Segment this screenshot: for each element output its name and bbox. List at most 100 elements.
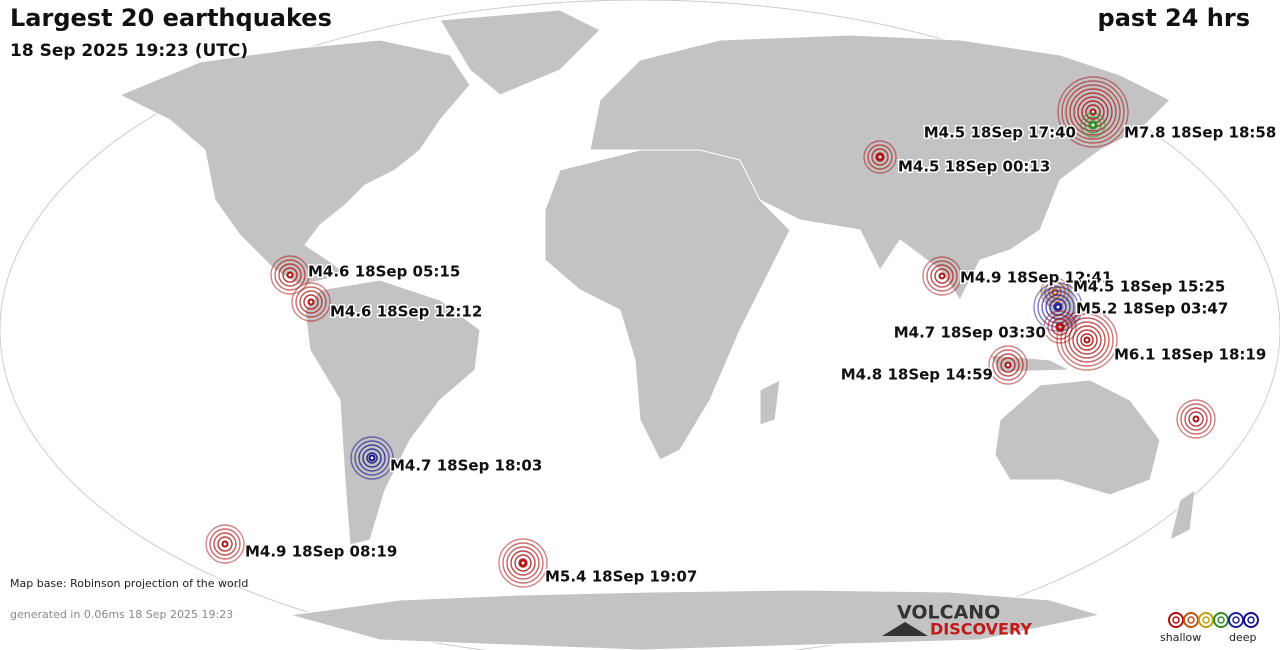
quake-label: M5.2 18Sep 03:47 [1076,300,1228,318]
quake-label: M5.4 18Sep 19:07 [545,568,697,586]
quake-ring [992,349,1024,381]
quake-ring [1068,321,1106,359]
legend-ring [1168,612,1184,628]
quake-ring [282,267,298,283]
quake-ring [366,452,378,464]
legend-ring [1217,616,1225,624]
legend-ring [1232,616,1240,624]
subtitle: 18 Sep 2025 19:23 (UTC) [10,41,248,61]
quake-ring [1085,104,1101,120]
quake-ring [1043,310,1077,344]
quake-ring [988,345,1028,385]
quake-ring [922,256,962,296]
quake-ring [299,290,323,314]
quake-label: M7.8 18Sep 18:58 [1124,124,1276,142]
quake-ring [930,264,954,288]
legend-ring [1172,616,1180,624]
quakes: M7.8 18Sep 18:58 M4.5 18Sep 17:40 M4.5 18S… [205,76,1278,588]
quake [863,140,897,174]
legend-ring [1247,616,1255,624]
quake-label: M4.6 18Sep 05:15 [308,263,460,281]
quake-ring [291,282,331,322]
logo: VOLCANO DISCOVERY [882,602,1032,639]
quake-ring [506,546,540,580]
quake [350,436,394,480]
quake-ring [1176,399,1216,439]
generated: generated in 0.06ms 18 Sep 2025 19:23 [10,608,233,621]
quake-label: M4.5 18Sep 17:40 [924,124,1076,142]
quake-ring [510,550,536,576]
quake-center [1192,415,1200,423]
quake-label: M4.9 18Sep 08:19 [245,543,397,561]
quake-ring [350,436,394,480]
quake-center [286,271,294,279]
legend-ring [1187,616,1195,624]
quake [1043,310,1077,344]
logo-top: VOLCANO [897,602,1000,624]
quake-ring [518,558,528,568]
quake-ring [1057,76,1129,148]
period: past 24 hrs [1098,4,1250,32]
quake-ring [498,538,548,588]
quake-ring [1000,357,1016,373]
quake-center [1089,121,1097,129]
legend-ring [1243,612,1259,628]
quake-center [1004,361,1012,369]
quake-ring [278,263,302,287]
quake-ring [217,536,233,552]
quake-label: M4.5 18Sep 15:25 [1073,278,1225,296]
quake-ring [996,353,1020,377]
quake-ring [1047,314,1073,340]
quake [270,255,310,295]
title: Largest 20 earthquakes [10,4,332,32]
quake [1057,76,1129,148]
quake [988,345,1028,385]
quake-label: M4.8 18Sep 14:59 [841,366,993,384]
quake-ring [354,440,390,476]
quake-ring [875,152,885,162]
quake-ring [1080,112,1106,138]
quake-ring [205,524,245,564]
quake-label: M4.7 18Sep 18:03 [390,457,542,475]
quake-ring [934,268,950,284]
quake-label: M4.6 18Sep 12:12 [330,303,482,321]
map-base: Map base: Robinson projection of the wor… [10,577,248,590]
quake-center [1083,336,1091,344]
quake [1080,112,1106,138]
logo-icon [882,622,928,636]
quake [922,256,962,296]
quake-ring [867,144,893,170]
legend-ring [1202,616,1210,624]
quake-ring [514,554,532,572]
quake-label: M4.5 18Sep 00:13 [898,158,1050,176]
legend-deep: deep [1229,631,1257,644]
quake-ring [1056,309,1118,371]
quake-ring [209,528,241,560]
quake-ring [303,294,319,310]
quake [1176,399,1216,439]
quake-center [368,454,376,462]
quake-ring [1184,407,1208,431]
header: Largest 20 earthquakes 18 Sep 2025 19:23… [10,4,1250,61]
quake-center [1054,303,1062,311]
quake-label: M4.7 18Sep 03:30 [894,324,1046,342]
quake-ring [871,148,889,166]
quake-ring [1069,88,1117,136]
quake-label: M4.9 18Sep 12:41 [960,269,1112,287]
quake-ring [362,448,382,468]
quake [205,524,245,564]
logo-bottom: DISCOVERY [930,620,1032,639]
quake-ring [1064,317,1110,363]
quake-label: M6.1 18Sep 18:19 [1114,346,1266,364]
quake-ring [1061,80,1125,144]
depth-legend: shallow deep [1160,612,1259,644]
quake-center [876,153,884,161]
quake-ring [926,260,958,292]
quake-ring [1073,92,1113,132]
quake-ring [1065,84,1121,140]
quake-ring [1188,411,1204,427]
quake-ring [1048,285,1062,299]
quake-ring [1080,333,1094,347]
quake-ring [863,140,897,174]
